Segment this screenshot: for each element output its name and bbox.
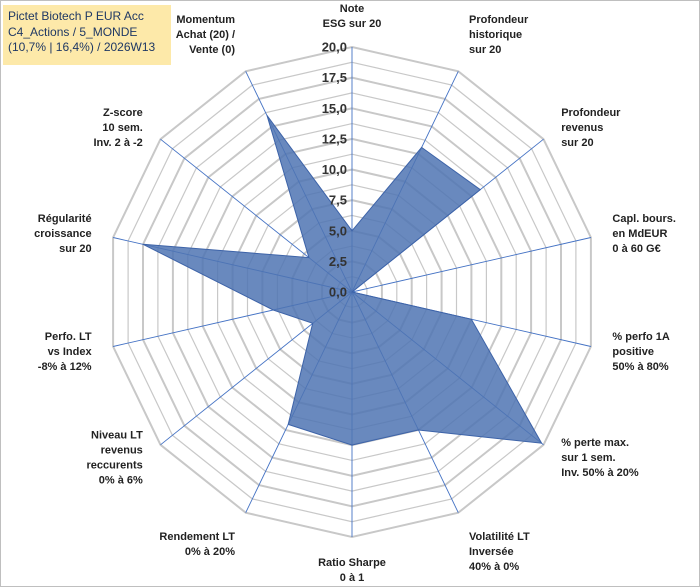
fund-stats: (10,7% | 16,4%) / 2026W13 [8, 40, 156, 54]
tick-label: 0,0 [329, 285, 347, 300]
tick-label: 15,0 [322, 101, 347, 116]
axis-label-line: Vente (0) [189, 44, 235, 56]
axis-label-line: 50% à 80% [612, 361, 668, 373]
axis-label: Régularité croissance sur 20 [34, 213, 91, 255]
axis-label-line: sur 20 [59, 243, 91, 255]
axis-label-line: 0% à 6% [99, 475, 143, 487]
axis-label-line: revenus [101, 445, 143, 457]
tick-label: 12,5 [322, 131, 347, 146]
axis-label-line: % perte max. [561, 437, 629, 449]
axis-label-line: Achat (20) / [176, 29, 235, 41]
axis-label-line: Note [340, 3, 364, 15]
axis-label-line: vs Index [48, 346, 93, 358]
axis-label: Momentum Achat (20) / Vente (0) [176, 14, 236, 56]
axis-label-line: Momentum [176, 14, 235, 26]
axis-label-line: positive [612, 346, 654, 358]
axis-label: % perfo 1A positive 50% à 80% [612, 331, 670, 373]
tick-label: 10,0 [322, 162, 347, 177]
tick-label: 7,5 [329, 193, 347, 208]
axis-label: Perfo. LT vs Index -8% à 12% [38, 331, 93, 373]
axis-label-line: 10 sem. [102, 122, 142, 134]
axis-label-line: Profondeur [561, 107, 621, 119]
axis-label-line: Z-score [103, 107, 143, 119]
axis-label: Note ESG sur 20 [323, 3, 382, 30]
tick-label: 17,5 [322, 70, 347, 85]
axis-label-line: Rendement LT [159, 531, 235, 543]
axis-label-line: Perfo. LT [45, 331, 92, 343]
axis-label: % perte max. sur 1 sem. Inv. 50% à 20% [561, 437, 639, 479]
axis-label: Rendement LT 0% à 20% [159, 531, 235, 558]
tick-label: 2,5 [329, 254, 347, 269]
axis-label-line: % perfo 1A [612, 331, 670, 343]
axis-label-line: sur 20 [561, 137, 593, 149]
fund-name: Pictet Biotech P EUR Acc [8, 9, 144, 23]
fund-category: C4_Actions / 5_MONDE [8, 24, 138, 39]
axis-label-line: Niveau LT [91, 430, 143, 442]
axis-label-line: Inversée [469, 546, 514, 558]
axis-label-line: ESG sur 20 [323, 18, 382, 30]
axis-label: Volatilité LT Inversée 40% à 0% [469, 531, 530, 573]
axis-label-line: historique [469, 29, 522, 41]
axis-label-line: 0 à 60 G€ [612, 243, 660, 255]
axis-label: Profondeur historique sur 20 [469, 14, 529, 56]
axis-label: Profondeur revenus sur 20 [561, 107, 621, 149]
tick-label: 20,0 [322, 40, 347, 55]
axis-label-line: reccurents [87, 460, 143, 472]
axis-label-line: Ratio Sharpe [318, 557, 386, 569]
axis-label-line: sur 1 sem. [561, 452, 615, 464]
axis-spoke [351, 237, 592, 293]
axis-labels: Note ESG sur 20 Profondeur historique sur 20… [34, 3, 676, 584]
fund-info-box: Pictet Biotech P EUR Acc C4_Actions / 5_… [3, 5, 171, 65]
axis-label-line: en MdEUR [612, 228, 667, 240]
axis-label-line: Inv. 2 à -2 [93, 137, 142, 149]
axis-label-line: Régularité [38, 213, 92, 225]
axis-label-line: Inv. 50% à 20% [561, 467, 639, 479]
axis-label-line: croissance [34, 228, 91, 240]
axis-label-line: Profondeur [469, 14, 529, 26]
axis-label: Ratio Sharpe 0 à 1 [318, 557, 386, 584]
axis-label-line: revenus [561, 122, 603, 134]
axis-label-line: sur 20 [469, 44, 501, 56]
axis-label-line: 40% à 0% [469, 561, 519, 573]
axis-label: Niveau LT revenus reccurents 0% à 6% [87, 430, 144, 487]
axis-label-line: Volatilité LT [469, 531, 530, 543]
axis-label: Capl. bours. en MdEUR 0 à 60 G€ [612, 213, 676, 255]
axis-label-line: 0% à 20% [185, 546, 235, 558]
data-series [142, 115, 543, 446]
axis-label-line: Capl. bours. [612, 213, 676, 225]
axis-label-line: 0 à 1 [340, 572, 364, 584]
tick-labels: 0,0 2,5 5,0 7,5 10,0 12,5 15,0 17,5 20,0 [322, 40, 347, 300]
axis-label-line: -8% à 12% [38, 361, 92, 373]
tick-label: 5,0 [329, 223, 347, 238]
series-area [142, 115, 543, 446]
axis-label: Z-score 10 sem. Inv. 2 à -2 [93, 107, 142, 149]
